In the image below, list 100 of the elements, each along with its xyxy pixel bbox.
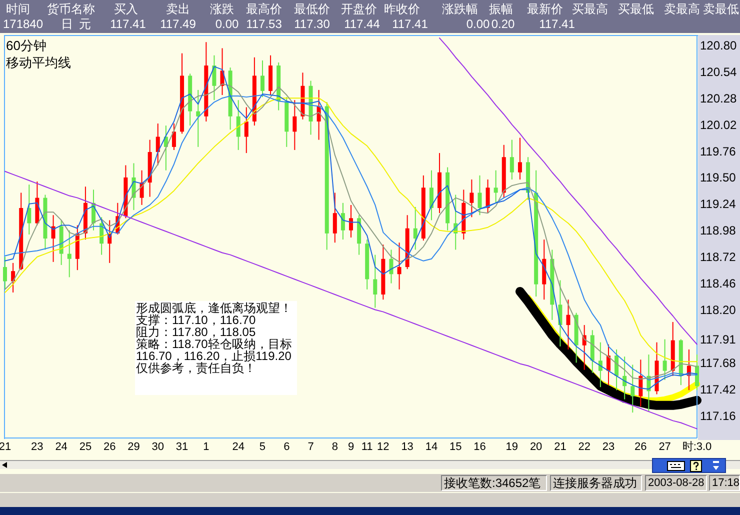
x-tick-label: 22: [578, 440, 590, 453]
x-tick-label: 23: [31, 440, 44, 453]
text: 卖最高: [664, 2, 700, 16]
x-tick-label: 24: [55, 440, 68, 453]
text: 0.00: [466, 17, 490, 31]
y-tick-label: 119.24: [700, 197, 736, 212]
text: 117.30: [294, 17, 330, 31]
x-tick-label: 5: [259, 440, 266, 453]
text: 时间: [6, 2, 30, 16]
y-tick-label: 120.54: [700, 64, 738, 79]
y-tick-label: 117.68: [700, 356, 736, 370]
status-field: 17:18: [709, 475, 740, 491]
text: 振幅: [489, 2, 513, 16]
candlestick: [413, 206, 418, 250]
text: 117.44: [344, 17, 380, 31]
candlestick: [630, 364, 635, 414]
text: 开盘价: [341, 2, 377, 16]
candlestick: [27, 184, 32, 235]
x-tick-label: 24: [232, 440, 244, 453]
annotation: 策略：118.70轻仓吸纳，目标: [136, 337, 292, 351]
candlestick: [429, 170, 434, 221]
text: 昨收价: [384, 2, 420, 16]
text: 货币名称: [47, 2, 95, 16]
text: 日元: [61, 17, 97, 31]
text: 买最低: [618, 2, 654, 16]
candlestick: [332, 192, 337, 244]
x-tick-label: 1: [203, 440, 210, 453]
candlestick: [470, 179, 474, 218]
candlestick: [510, 139, 514, 180]
text: 买入: [114, 2, 138, 16]
candlestick: [494, 170, 498, 204]
y-tick-label: 117.42: [700, 382, 736, 396]
x-tick-label: 25: [79, 440, 92, 453]
x-tick-label: 16: [474, 440, 486, 453]
x-tick-label: 20: [530, 440, 542, 453]
candlestick: [212, 54, 216, 101]
candlestick: [518, 137, 522, 180]
text: 卖最低: [703, 2, 739, 16]
text: 移动平均线: [6, 55, 71, 71]
annotation: 仅供参考，责任自负！: [136, 361, 256, 375]
y-tick-label: 120.02: [700, 118, 738, 132]
x-tick-label: 11: [361, 440, 373, 453]
y-tick-label: 117.91: [700, 332, 736, 347]
text: 117.49: [160, 17, 196, 31]
y-tick-label: 118.46: [700, 276, 736, 291]
text: 涨跌幅: [442, 2, 478, 16]
candlestick: [695, 354, 699, 391]
annotation: 阻力：117.80，118.05: [136, 325, 256, 339]
text: 117.41: [110, 17, 146, 31]
candlestick: [486, 179, 490, 214]
x-tick-label: 19: [506, 440, 518, 453]
y-tick-label: 118.72: [700, 250, 736, 264]
candlestick: [373, 254, 378, 308]
candlestick: [244, 106, 248, 154]
candlestick: [67, 230, 72, 278]
annotation: 支撑：117.10，116.70: [136, 313, 256, 327]
text: 最新价: [527, 2, 563, 16]
y-tick-label: 118.20: [700, 303, 736, 318]
text: 117.53: [246, 17, 282, 31]
chart-title: 60分钟: [6, 38, 46, 54]
status-field: 2003-08-28: [645, 475, 707, 491]
x-tick-label: 12: [377, 440, 390, 453]
text: 涨跌: [210, 2, 234, 16]
annotation: 形成圆弧底，逢低离场观望！: [136, 301, 292, 315]
candlestick: [662, 338, 667, 380]
candlestick: [566, 299, 570, 350]
x-tick-label: 30: [152, 440, 164, 453]
x-tick-label: 6: [284, 440, 290, 453]
candlestick: [349, 204, 353, 238]
candlestick: [598, 342, 602, 388]
candlestick: [196, 89, 200, 148]
candlestick: [3, 256, 7, 290]
candlestick: [478, 174, 482, 216]
text: 买最高: [572, 2, 608, 16]
x-tick-label: 21: [554, 440, 566, 453]
x-tick-label: 9: [348, 440, 354, 453]
x-tick-label: 31: [176, 440, 188, 453]
y-tick-label: 119.50: [700, 170, 736, 185]
x-tick-label: 26: [103, 440, 116, 453]
candlestick: [11, 262, 16, 293]
candlestick: [260, 60, 264, 98]
text: 117.41: [392, 17, 428, 31]
text: 卖出: [166, 2, 190, 16]
x-tick-label: 26: [634, 440, 647, 453]
candlestick: [389, 249, 394, 284]
x-tick-label: 7: [308, 440, 314, 453]
y-tick-label: 118.98: [700, 224, 736, 238]
status-field: 连接服务器成功: [550, 475, 642, 491]
y-tick-label: 120.28: [700, 91, 738, 106]
text: 117.41: [539, 17, 575, 31]
x-tick-label: 8: [332, 440, 338, 453]
x-tick-label: 29: [128, 440, 140, 453]
text: 0.00: [215, 17, 239, 31]
line-series: [4, 170, 698, 430]
x-tick-label: 13: [401, 440, 414, 453]
x-tick-label: 27: [658, 440, 671, 453]
x-tick-label: 14: [425, 440, 438, 453]
candlestick: [236, 100, 240, 150]
text: 0.20: [491, 17, 515, 31]
y-tick-label: 119.76: [700, 144, 736, 158]
